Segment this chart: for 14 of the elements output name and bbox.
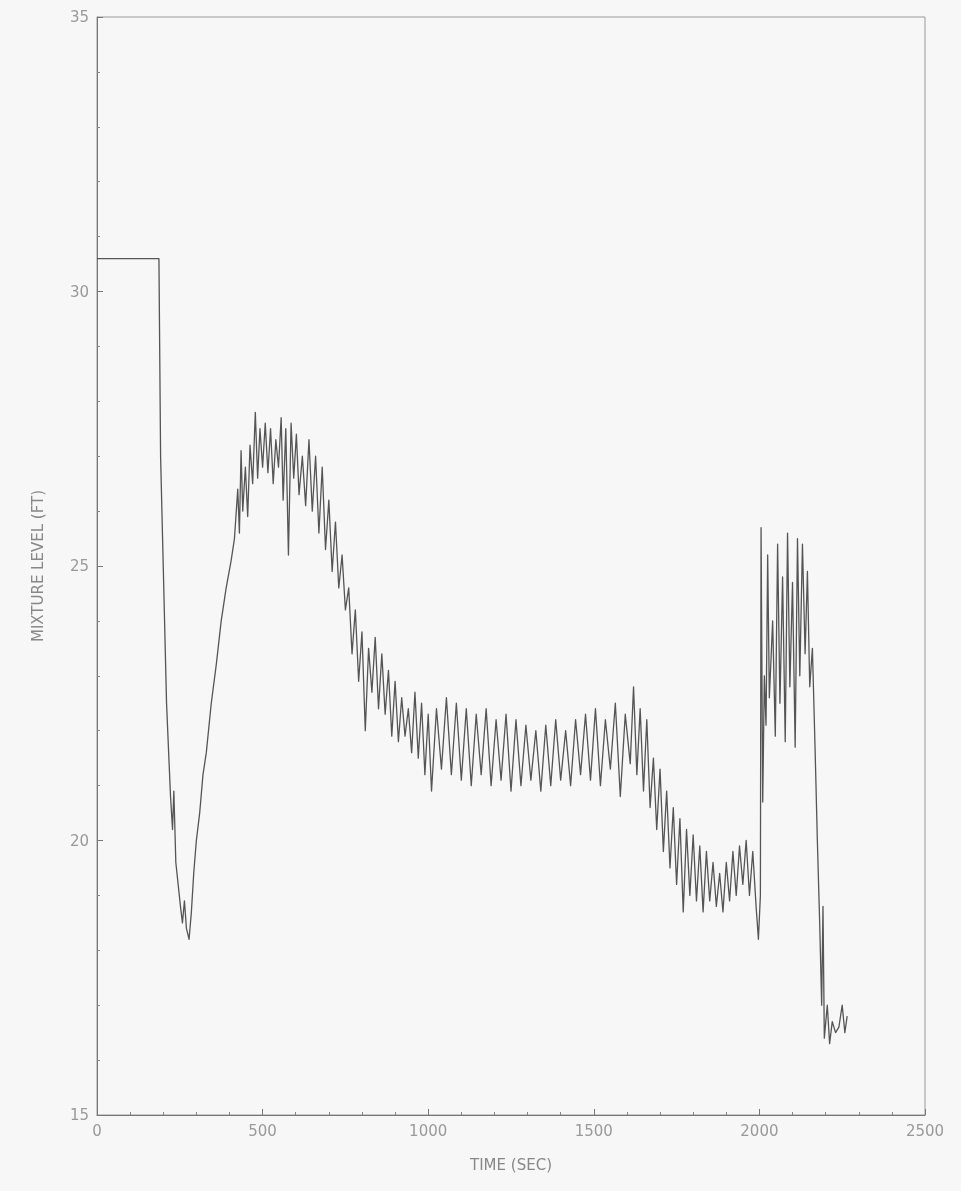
x-tick-label: 500	[248, 1121, 277, 1140]
y-tick-label: 30	[69, 282, 89, 301]
x-tick-label: 0	[92, 1121, 102, 1140]
x-tick-label: 1500	[574, 1121, 613, 1140]
x-axis-title: TIME (SEC)	[469, 1155, 552, 1174]
y-tick-label: 15	[69, 1106, 89, 1124]
x-tick-label: 2000	[740, 1121, 779, 1140]
y-axis-title: MIXTURE LEVEL (FT)	[28, 489, 47, 643]
y-tick-label: 20	[69, 831, 89, 850]
x-tick-label: 2500	[905, 1121, 945, 1140]
x-tick-label: 1000	[409, 1121, 448, 1140]
y-tick-label: 35	[69, 8, 89, 26]
y-tick-label: 25	[69, 557, 89, 575]
line-series	[96, 257, 848, 1045]
